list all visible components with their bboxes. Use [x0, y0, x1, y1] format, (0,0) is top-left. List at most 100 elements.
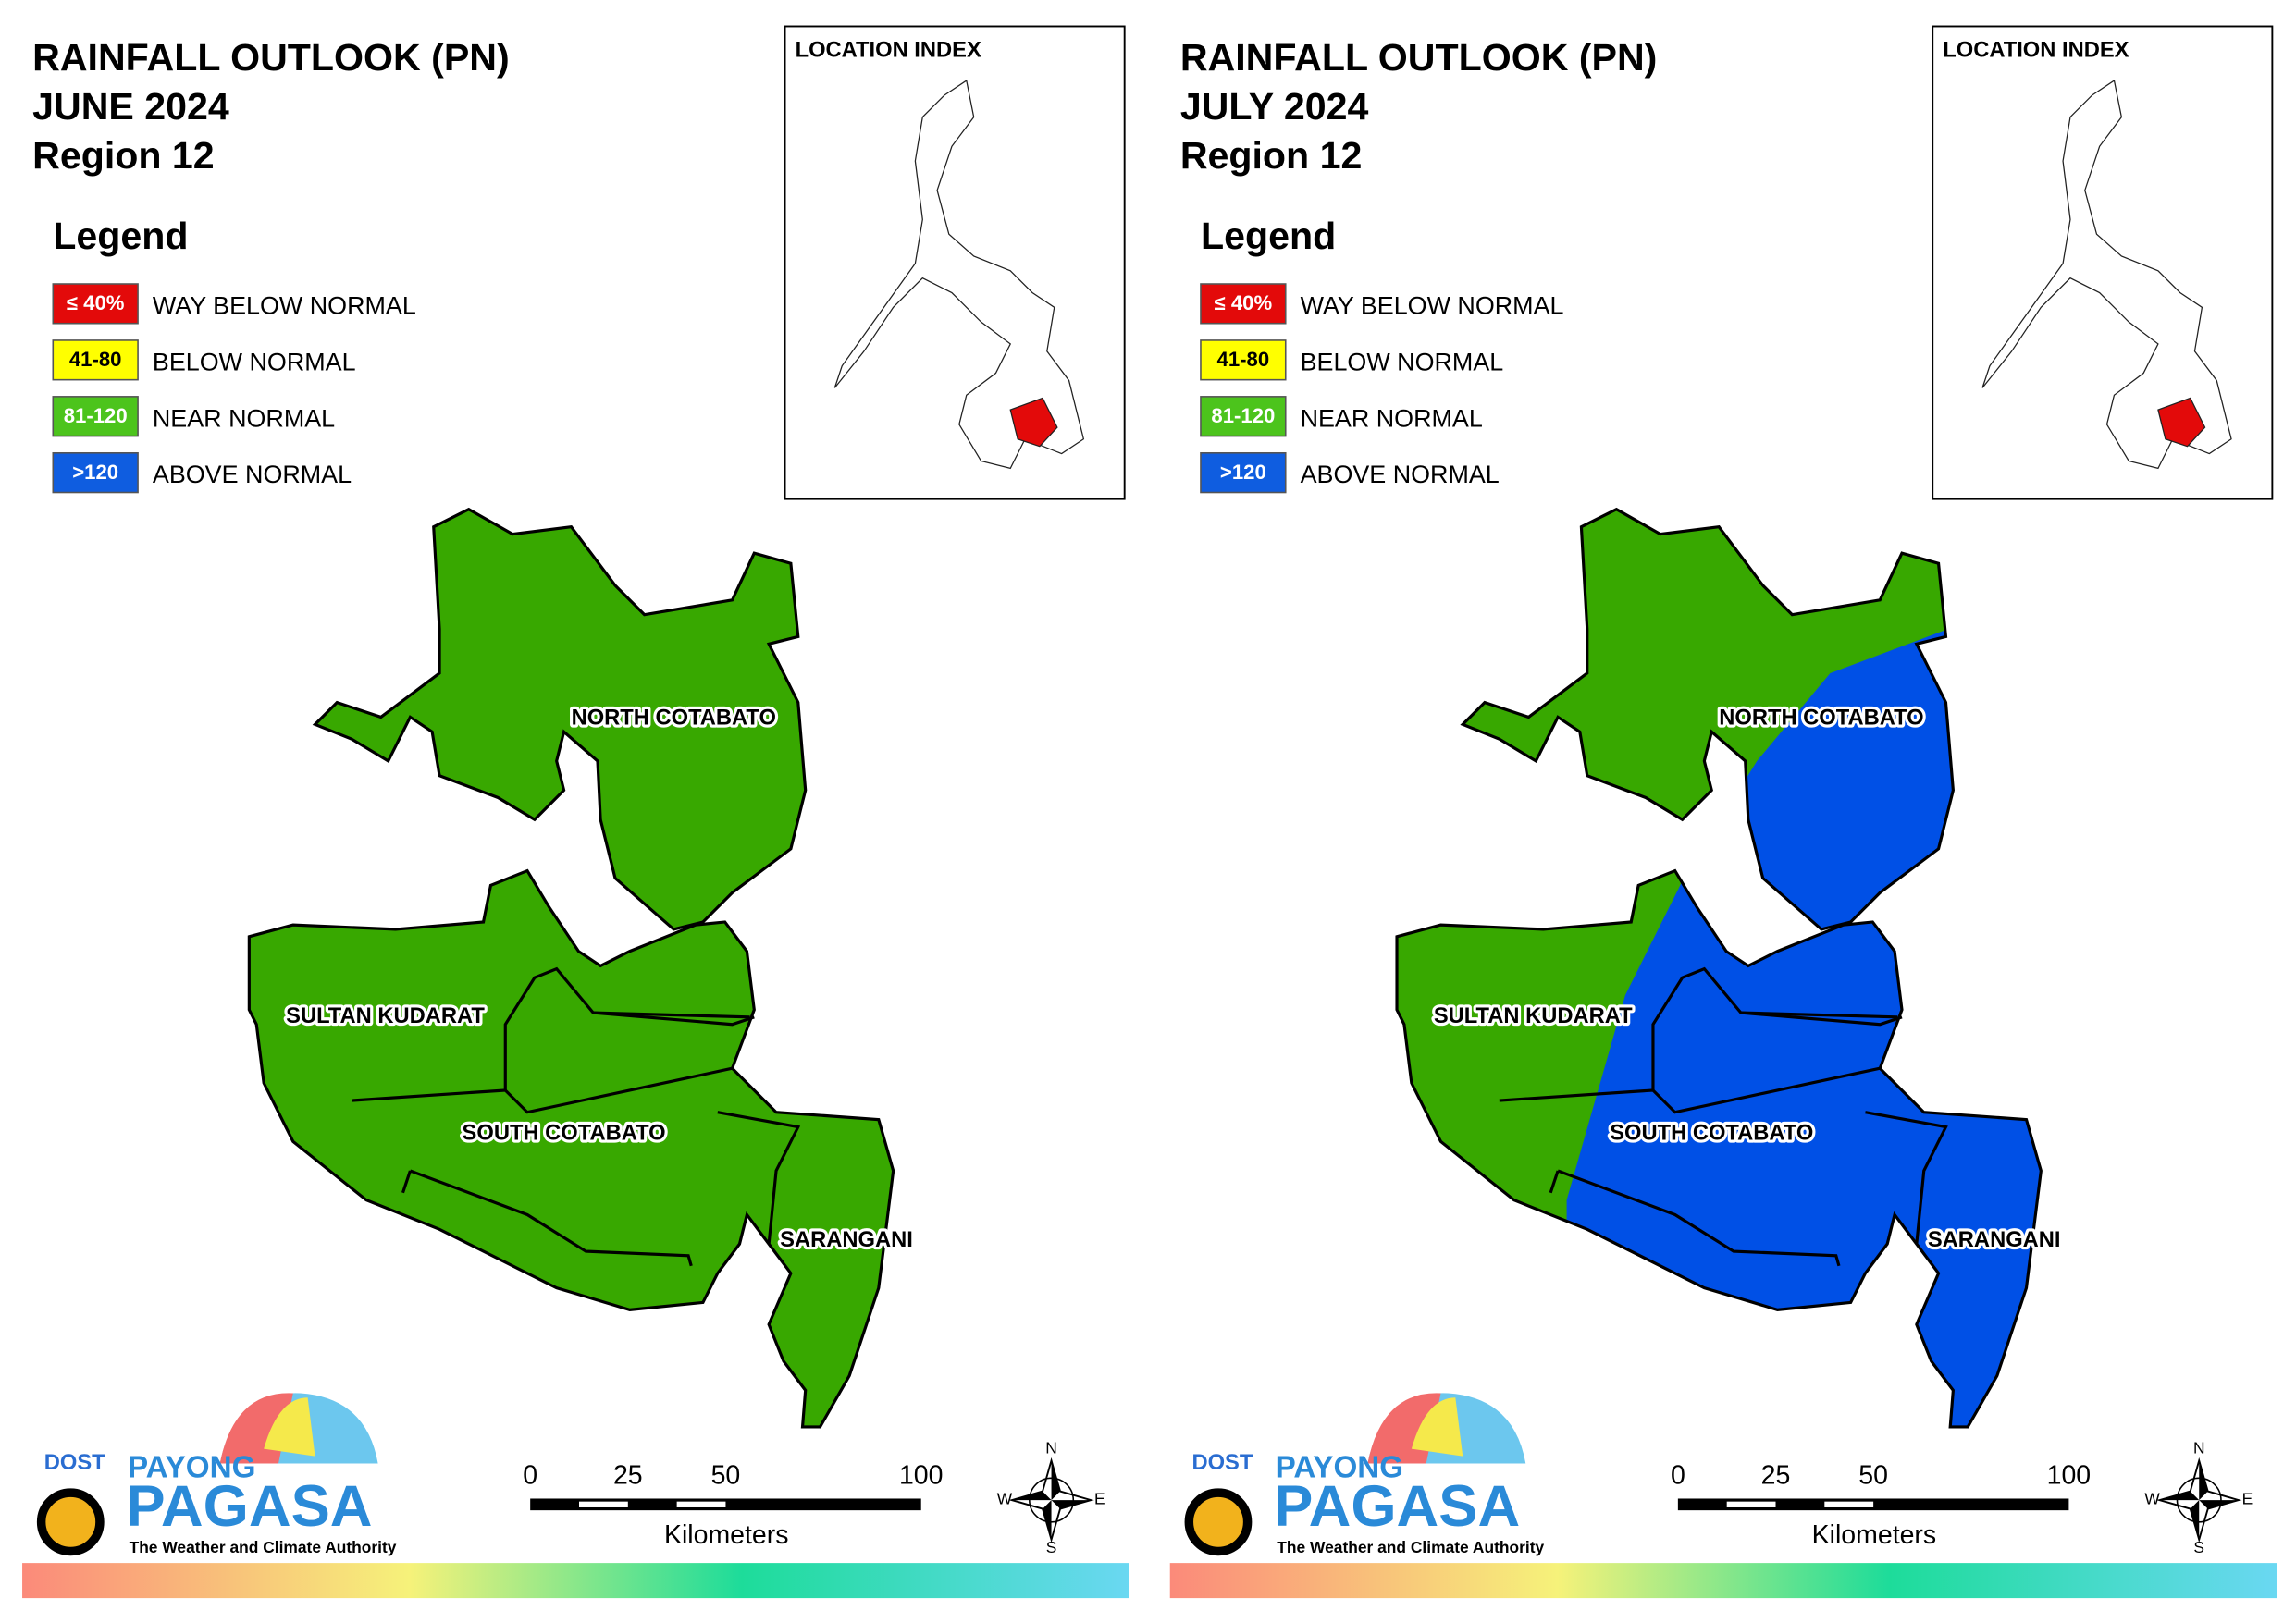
logo-brand-top: PAYONG: [128, 1451, 255, 1485]
province-boundary: [717, 1111, 801, 1245]
scale-tick: 50: [1858, 1460, 1888, 1490]
legend-key: 81-120: [64, 404, 128, 427]
province-label: NORTH COTABATO: [1719, 706, 1923, 730]
compass-letter: W: [2144, 1490, 2160, 1508]
scale-tick: 25: [613, 1460, 643, 1490]
legend-label: NEAR NORMAL: [1301, 404, 1483, 432]
legend-key: ≤ 40%: [1215, 291, 1273, 314]
legend-title: Legend: [53, 215, 188, 257]
province-label: SARANGANI: [1928, 1228, 2061, 1252]
legend-key: ≤ 40%: [67, 291, 125, 314]
legend-label: WAY BELOW NORMAL: [1301, 291, 1564, 319]
province-label: SOUTH COTABATO: [463, 1122, 666, 1146]
scale-unit: Kilometers: [1812, 1520, 1936, 1550]
province-boundary: [504, 1066, 733, 1114]
province-label: SARANGANI: [780, 1228, 913, 1252]
province-boundary: [1865, 1111, 1948, 1245]
panel: RAINFALL OUTLOOK (PN) JUNE 2024 Region 12 L…: [22, 25, 1129, 1599]
legend-label: NEAR NORMAL: [153, 404, 335, 432]
title-line: JUNE 2024: [32, 85, 229, 128]
province-boundary: [352, 966, 755, 1102]
scale-segment: [578, 1501, 628, 1507]
scale-segment: [1726, 1501, 1776, 1507]
region-12-highlight: [1009, 397, 1058, 448]
legend-swatch: [52, 283, 139, 325]
title-line: RAINFALL OUTLOOK (PN): [1180, 36, 1658, 79]
scale-tick: 100: [899, 1460, 944, 1490]
outline-north: [312, 507, 808, 931]
legend-label: WAY BELOW NORMAL: [153, 291, 416, 319]
scale-segment: [1824, 1501, 1874, 1507]
scale-tick: 0: [523, 1460, 537, 1490]
title-line: RAINFALL OUTLOOK (PN): [32, 36, 510, 79]
province-boundary: [1499, 966, 1903, 1102]
location-title: LOCATION INDEX: [1943, 39, 2129, 63]
scale-tick: 0: [1671, 1460, 1685, 1490]
legend-swatch: [52, 339, 139, 381]
umbrella-yellow: [1411, 1397, 1463, 1457]
legend-label: BELOW NORMAL: [153, 348, 356, 375]
compass-ring: [1029, 1477, 1075, 1523]
logo-tagline: The Weather and Climate Authority: [1277, 1538, 1544, 1556]
title-line: JULY 2024: [1180, 85, 1369, 128]
compass-fill: [1011, 1460, 1092, 1540]
color-band: [1169, 1563, 2277, 1599]
legend-swatch: [1200, 339, 1287, 381]
title-line: Region 12: [1180, 134, 1363, 177]
philippines-outline: [1981, 79, 2232, 470]
legend-swatch: [1200, 396, 1287, 437]
compass-letter: S: [2193, 1538, 2204, 1556]
color-band: [22, 1563, 1129, 1599]
scale-tick: 100: [2047, 1460, 2092, 1490]
seal: [1184, 1488, 1253, 1556]
province-label: SULTAN KUDARAT: [1434, 1004, 1633, 1028]
legend-key: 41-80: [1217, 348, 1270, 371]
compass-letter: W: [997, 1490, 1013, 1508]
compass-letter: S: [1046, 1538, 1057, 1556]
scale-segment: [676, 1501, 726, 1507]
outline-south: [1395, 868, 2043, 1429]
seal: [36, 1488, 105, 1556]
outline-north: [1460, 507, 1955, 931]
province-north: [315, 509, 806, 929]
scale-unit: Kilometers: [664, 1520, 788, 1550]
region-12-highlight: [2157, 397, 2206, 448]
province-boundary: [1651, 1066, 1881, 1114]
philippines-outline: [833, 79, 1085, 470]
outline-south: [247, 868, 895, 1429]
legend-key: >120: [1220, 461, 1266, 484]
umbrella-yellow: [264, 1397, 315, 1457]
legend-title: Legend: [1201, 215, 1336, 257]
compass-ring: [2176, 1477, 2222, 1523]
compass-letter: N: [1045, 1438, 1057, 1457]
legend-swatch: [52, 396, 139, 437]
province-boundary: [1549, 1169, 1841, 1267]
logo-agency: DOST: [1191, 1451, 1253, 1475]
province-label: NORTH COTABATO: [572, 706, 776, 730]
legend-key: 81-120: [1211, 404, 1275, 427]
compass-letter: N: [2193, 1438, 2205, 1457]
legend-swatch: [1200, 283, 1287, 325]
logo-brand-top: PAYONG: [1276, 1451, 1403, 1485]
province-label: SOUTH COTABATO: [1610, 1122, 1813, 1146]
legend-key: 41-80: [69, 348, 122, 371]
title-line: Region 12: [32, 134, 215, 177]
logo-brand: PAGASA: [1274, 1474, 1520, 1539]
scale-tick: 50: [711, 1460, 741, 1490]
legend-label: ABOVE NORMAL: [1301, 461, 1500, 488]
logo-tagline: The Weather and Climate Authority: [130, 1538, 397, 1556]
logo-brand: PAGASA: [126, 1474, 372, 1539]
scale-tick: 25: [1761, 1460, 1791, 1490]
panel: RAINFALL OUTLOOK (PN) JULY 2024 Region 12 L…: [1169, 25, 2277, 1599]
province-boundary: [401, 1169, 693, 1267]
compass-letter: E: [1094, 1490, 1105, 1508]
legend-swatch: [1200, 451, 1287, 494]
legend-label: ABOVE NORMAL: [153, 461, 352, 488]
compass-letter: E: [2242, 1490, 2253, 1508]
location-title: LOCATION INDEX: [796, 39, 981, 63]
legend-label: BELOW NORMAL: [1301, 348, 1504, 375]
legend-swatch: [52, 451, 139, 494]
province-south: [249, 870, 894, 1427]
